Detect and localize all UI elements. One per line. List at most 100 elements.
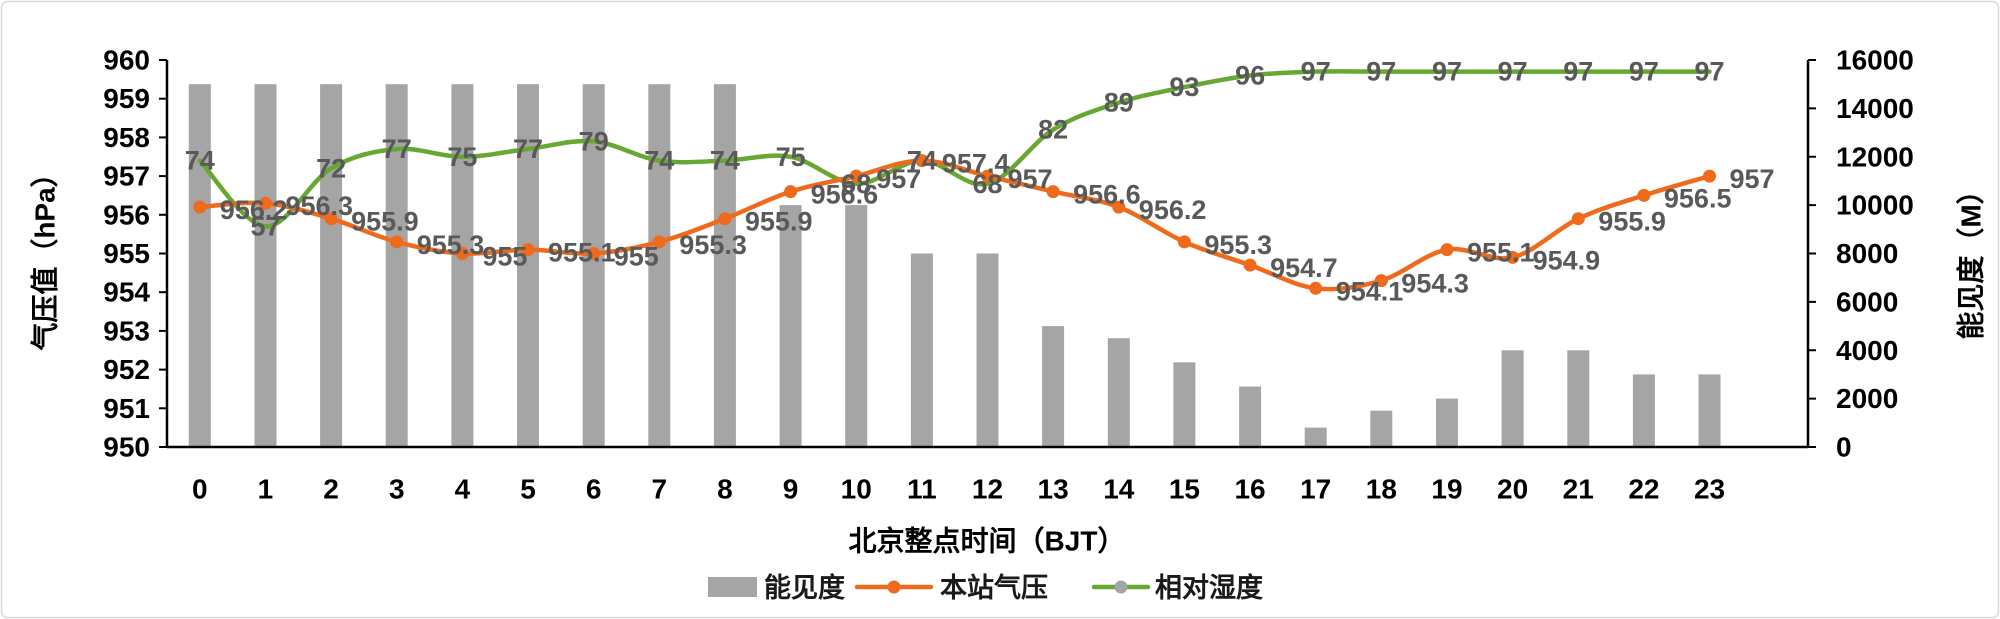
pressure-data-label: 956.2 xyxy=(220,195,288,225)
humidity-data-label: 57 xyxy=(250,211,280,241)
humidity-data-label: 74 xyxy=(710,146,740,176)
visibility-bar xyxy=(1567,350,1590,448)
pressure-data-label: 955.3 xyxy=(679,230,747,260)
pressure-data-label: 955.1 xyxy=(548,238,616,268)
pressure-point xyxy=(1243,258,1257,272)
x-tick-label: 10 xyxy=(841,474,872,505)
visibility-bar xyxy=(385,84,408,447)
x-tick-label: 17 xyxy=(1300,474,1331,505)
pressure-point xyxy=(587,247,601,260)
visibility-bar xyxy=(976,253,999,447)
pressure-data-label: 955.1 xyxy=(1467,238,1535,268)
visibility-bar xyxy=(779,205,802,447)
visibility-bar xyxy=(1436,398,1458,447)
pressure-data-label: 955.9 xyxy=(745,207,813,237)
y-tick-label: 958 xyxy=(103,122,150,153)
humidity-line xyxy=(197,69,1712,229)
pressure-point xyxy=(259,196,272,210)
visibility-bar xyxy=(320,84,343,447)
pressure-data-label: 955.3 xyxy=(1204,230,1272,260)
y-axis-title: 气压值（hPa） xyxy=(29,159,61,351)
x-tick-label: 13 xyxy=(1038,474,1069,505)
humidity-data-label: 74 xyxy=(644,146,674,176)
y-tick-label: 957 xyxy=(103,161,150,192)
legend-label-visibility: 能见度 xyxy=(764,572,845,603)
humidity-data-label: 97 xyxy=(1498,57,1528,87)
y-tick-label: 952 xyxy=(103,354,150,385)
pressure-data-label: 957 xyxy=(1008,164,1053,194)
y2-tick-label: 2000 xyxy=(1836,383,1898,414)
y-tick-label: 956 xyxy=(103,199,150,230)
visibility-bar xyxy=(1698,374,1721,447)
x-tick-label: 19 xyxy=(1431,474,1462,505)
humidity-data-label: 74 xyxy=(907,146,937,176)
pressure-data-label: 956.2 xyxy=(1139,195,1207,225)
humidity-data-label: 74 xyxy=(185,146,215,176)
pressure-data-label: 954.9 xyxy=(1533,245,1601,275)
legend-marker-pressure xyxy=(887,580,901,594)
x-tick-label: 5 xyxy=(520,474,536,505)
humidity-data-label: 68 xyxy=(972,169,1002,199)
pressure-point xyxy=(1571,212,1585,226)
pressure-data-label: 955 xyxy=(614,242,659,272)
humidity-data-label: 97 xyxy=(1694,57,1724,87)
x-tick-label: 9 xyxy=(783,474,799,505)
pressure-point xyxy=(784,185,798,199)
legend-label-humidity: 相对湿度 xyxy=(1155,572,1263,603)
pressure-data-label: 955.9 xyxy=(351,207,419,237)
legend: 能见度 本站气压 相对湿度 xyxy=(708,572,1263,603)
pressure-point xyxy=(1440,243,1454,257)
y-tick-label: 950 xyxy=(103,432,150,463)
visibility-bar xyxy=(254,84,277,447)
humidity-data-label: 97 xyxy=(1629,57,1659,87)
y2-axis-title: 能见度（M） xyxy=(1955,176,1987,339)
pressure-data-label: 956.3 xyxy=(286,191,354,221)
pressure-data-label: 954.7 xyxy=(1270,253,1338,283)
humidity-data-label: 77 xyxy=(382,134,412,164)
x-tick-label: 8 xyxy=(717,474,733,505)
y2-tick-label: 14000 xyxy=(1836,93,1914,124)
pressure-data-label: 956.5 xyxy=(1664,183,1732,213)
humidity-data-label: 68 xyxy=(841,169,871,199)
pressure-data-label: 957 xyxy=(876,164,921,194)
humidity-data-label: 97 xyxy=(1563,57,1593,87)
pressure-point xyxy=(1309,281,1323,295)
pressure-data-label: 956.6 xyxy=(1073,180,1141,210)
x-tick-label: 3 xyxy=(389,474,405,505)
markers-layer xyxy=(193,154,1716,295)
visibility-bar xyxy=(517,84,539,447)
pressure-data-label: 955.9 xyxy=(1598,207,1666,237)
x-tick-label: 16 xyxy=(1234,474,1265,505)
humidity-data-label: 79 xyxy=(579,126,609,156)
pressure-data-label: 954.1 xyxy=(1336,276,1404,306)
pressure-point xyxy=(1046,185,1060,199)
y2-tick-label: 16000 xyxy=(1836,45,1914,76)
y-tick-label: 959 xyxy=(103,83,150,114)
visibility-bar xyxy=(451,84,474,447)
humidity-data-label: 97 xyxy=(1432,57,1462,87)
x-tick-label: 7 xyxy=(652,474,668,505)
visibility-bar xyxy=(1501,350,1524,448)
pressure-data-label: 957 xyxy=(1730,164,1775,194)
x-tick-label: 23 xyxy=(1694,474,1725,505)
pressure-point xyxy=(1506,250,1520,264)
pressure-point xyxy=(915,154,929,168)
humidity-data-label: 82 xyxy=(1038,115,1068,145)
x-axis-title: 北京整点时间（BJT） xyxy=(849,525,1126,557)
visibility-bar xyxy=(188,84,211,447)
visibility-bar xyxy=(582,84,605,447)
bars-layer xyxy=(188,84,1721,448)
y2-tick-label: 4000 xyxy=(1836,335,1898,366)
pressure-point xyxy=(652,235,666,249)
pressure-point xyxy=(521,243,535,257)
visibility-bar xyxy=(845,205,868,447)
x-tick-label: 14 xyxy=(1103,474,1135,505)
x-tick-label: 2 xyxy=(323,474,339,505)
x-tick-label: 4 xyxy=(455,474,471,505)
pressure-point xyxy=(1703,169,1716,183)
x-tick-label: 15 xyxy=(1169,474,1200,505)
legend-label-pressure: 本站气压 xyxy=(940,573,1048,603)
